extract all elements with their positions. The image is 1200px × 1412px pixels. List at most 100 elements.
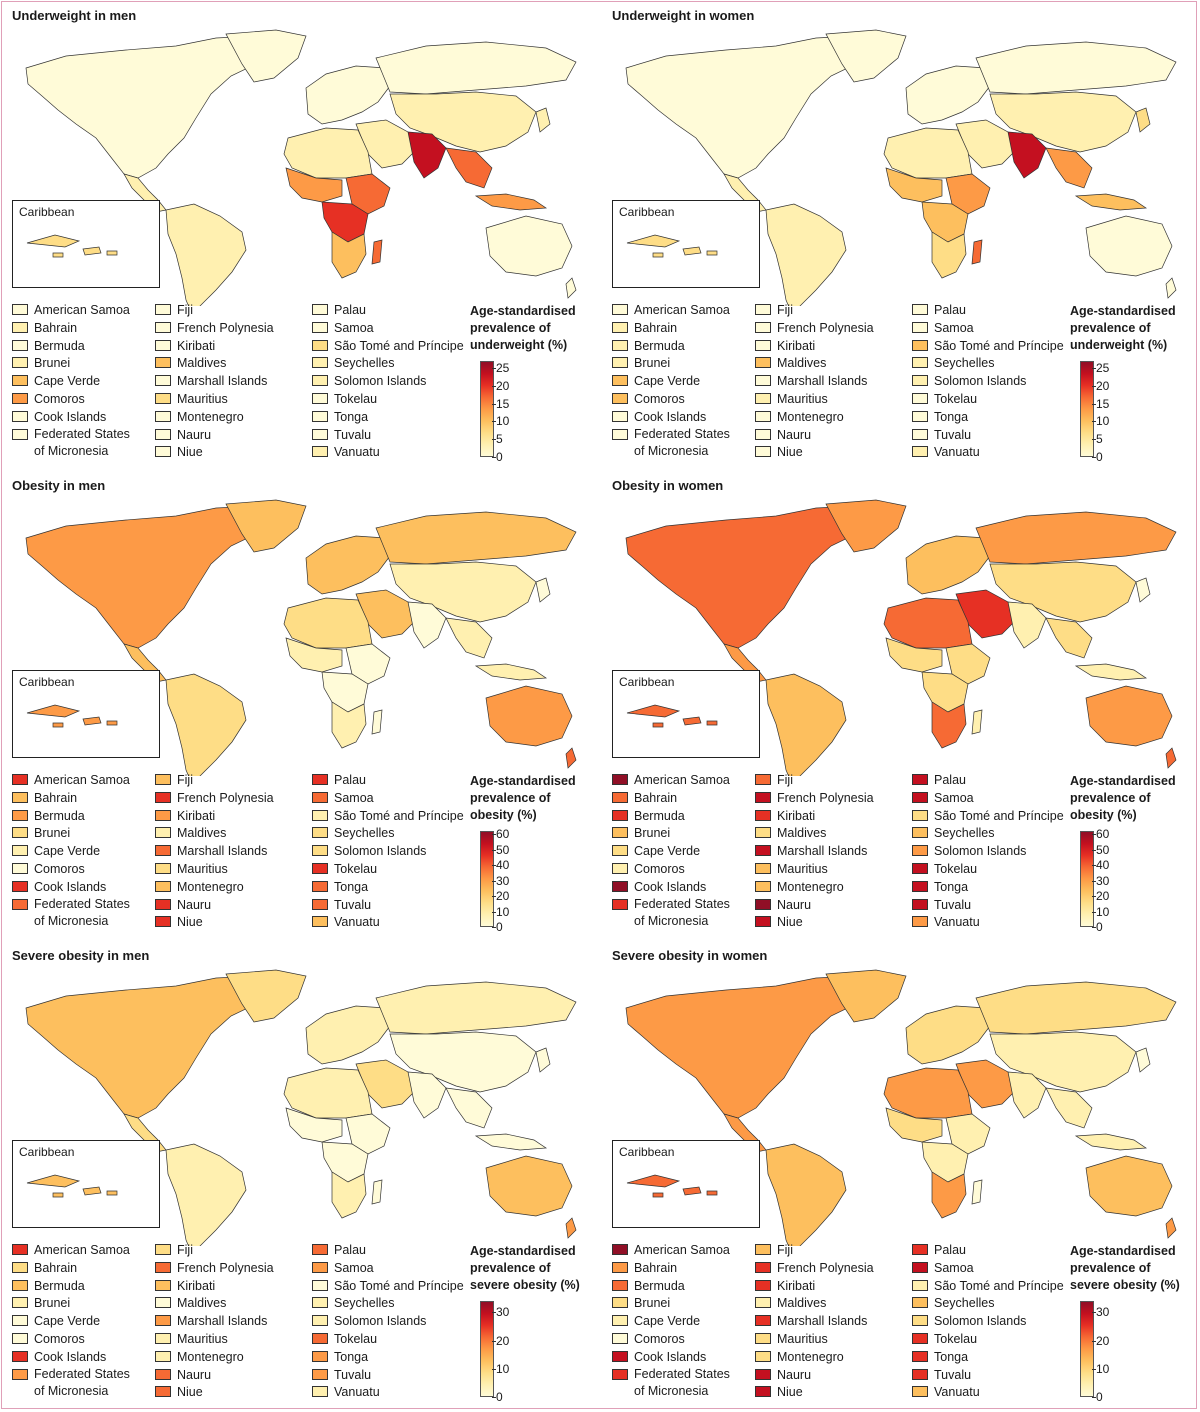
island bbox=[82, 246, 102, 256]
region-northAmerica bbox=[25, 505, 277, 649]
legend-swatch bbox=[155, 845, 171, 857]
region-southAmerica bbox=[165, 203, 247, 306]
legend-label: Marshall Islands bbox=[777, 374, 868, 389]
legend-swatch bbox=[912, 898, 928, 910]
legend-label: Palau bbox=[334, 773, 366, 787]
island bbox=[706, 720, 718, 726]
legend-label: Palau bbox=[334, 303, 366, 317]
legend-label: Federated States of Micronesia bbox=[34, 896, 130, 929]
legend-swatch bbox=[12, 428, 28, 440]
color-scale: Age-standardised prevalence of underweig… bbox=[1070, 303, 1185, 463]
legend-swatch bbox=[155, 809, 171, 821]
island bbox=[106, 1190, 118, 1196]
legend-swatch bbox=[612, 339, 628, 351]
legend-swatch bbox=[912, 1297, 928, 1309]
legend-swatch bbox=[912, 339, 928, 351]
legend-swatch bbox=[312, 1315, 328, 1327]
inset-label: Caribbean bbox=[619, 675, 675, 689]
legend-label: Nauru bbox=[177, 427, 212, 442]
region-indonesia bbox=[474, 193, 548, 211]
scale-title: Age-standardised prevalence of underweig… bbox=[1070, 304, 1176, 352]
legend-swatch bbox=[12, 827, 28, 839]
legend-swatch bbox=[612, 1368, 628, 1380]
legend-swatch bbox=[155, 774, 171, 785]
legend-swatch bbox=[155, 321, 171, 333]
scale-tick-label: 10 bbox=[1091, 904, 1110, 919]
region-southAmerica bbox=[765, 203, 847, 306]
caribbean-islands bbox=[26, 704, 118, 728]
legend-label: Cape Verde bbox=[634, 844, 701, 859]
legend-label: Fiji bbox=[777, 303, 793, 317]
region-asia bbox=[389, 91, 537, 153]
legend-label: Brunei bbox=[34, 356, 71, 371]
region-madagascar bbox=[971, 239, 983, 265]
island bbox=[106, 250, 118, 256]
island bbox=[706, 1190, 718, 1196]
legend-label: Federated States of Micronesia bbox=[634, 426, 730, 459]
region-northAmerica bbox=[25, 975, 277, 1119]
region-seAsia bbox=[1045, 617, 1093, 659]
scale-tick-label: 30 bbox=[491, 1305, 510, 1320]
legend-swatch bbox=[12, 1315, 28, 1327]
region-greenland bbox=[825, 29, 907, 83]
legend-swatch bbox=[912, 357, 928, 369]
inset-label: Caribbean bbox=[619, 1145, 675, 1159]
legend-label: Tokelau bbox=[934, 1332, 978, 1346]
legend-swatch bbox=[755, 827, 771, 839]
legend-swatch bbox=[612, 880, 628, 892]
legend-swatch bbox=[912, 375, 928, 387]
legend-label: Palau bbox=[334, 1243, 366, 1257]
region-northAfrica bbox=[283, 597, 373, 649]
legend-label: Bermuda bbox=[634, 338, 685, 353]
caribbean-inset: Caribbean bbox=[612, 670, 760, 758]
scale-tick-label: 20 bbox=[491, 1333, 510, 1348]
legend-label: Solomon Islands bbox=[334, 374, 427, 389]
legend-swatch bbox=[155, 880, 171, 892]
legend-label: Samoa bbox=[934, 1260, 974, 1275]
legend-swatch bbox=[612, 1244, 628, 1255]
region-middleEast bbox=[955, 119, 1017, 169]
legend-swatch bbox=[312, 446, 328, 458]
panel-title: Obesity in women bbox=[612, 478, 724, 493]
legend-label: Palau bbox=[934, 1243, 966, 1257]
legend-label: Marshall Islands bbox=[777, 844, 868, 859]
caribbean-inset: Caribbean bbox=[612, 200, 760, 288]
legend-label: Tuvalu bbox=[934, 427, 972, 442]
legend-swatch bbox=[312, 410, 328, 422]
region-russia bbox=[975, 981, 1177, 1035]
legend-label: French Polynesia bbox=[777, 1260, 874, 1275]
scale-tick-label: 0 bbox=[1092, 450, 1103, 464]
legend-swatch bbox=[612, 1350, 628, 1362]
legend-label: American Samoa bbox=[34, 1243, 130, 1257]
legend-label: Comoros bbox=[634, 392, 685, 406]
legend-swatch bbox=[12, 1333, 28, 1344]
legend-label: Palau bbox=[934, 773, 966, 787]
legend-label: Bermuda bbox=[634, 808, 685, 823]
legend-label: Solomon Islands bbox=[334, 1314, 427, 1329]
legend-swatch bbox=[912, 880, 928, 892]
legend-label: Vanuatu bbox=[934, 445, 980, 460]
legend-label: Niue bbox=[177, 445, 203, 460]
legend-label: Marshall Islands bbox=[177, 374, 268, 389]
scale-title: Age-standardised prevalence of obesity (… bbox=[1070, 774, 1176, 822]
legend-label: Niue bbox=[177, 915, 203, 930]
legend-label: Brunei bbox=[634, 826, 671, 841]
legend-label: São Tomé and Príncipe bbox=[334, 338, 464, 353]
legend-swatch bbox=[155, 1368, 171, 1380]
region-greenland bbox=[225, 29, 307, 83]
legend-label: Tokelau bbox=[334, 862, 378, 876]
region-australia bbox=[1085, 215, 1173, 277]
legend-label: Seychelles bbox=[934, 826, 995, 841]
island bbox=[682, 1186, 702, 1196]
region-southAsia bbox=[1007, 1071, 1047, 1119]
legend-swatch bbox=[312, 428, 328, 440]
region-southAsia bbox=[407, 601, 447, 649]
island bbox=[652, 252, 664, 258]
scale-tick-label: 40 bbox=[1091, 858, 1110, 873]
legend-label: Seychelles bbox=[934, 356, 995, 371]
scale-gradient bbox=[480, 361, 494, 457]
legend-label: Samoa bbox=[334, 320, 374, 335]
legend-label: Bahrain bbox=[34, 790, 78, 805]
legend-label: Vanuatu bbox=[334, 1385, 380, 1400]
scale-tick-label: 20 bbox=[1091, 1333, 1110, 1348]
